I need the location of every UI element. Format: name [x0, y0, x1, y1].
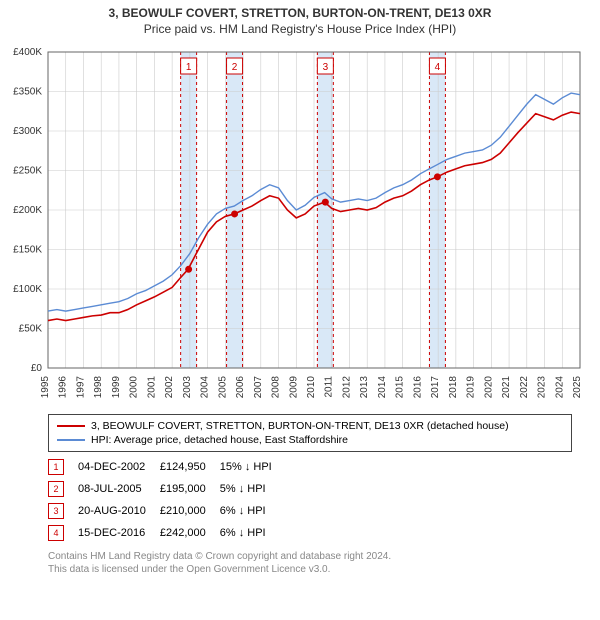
sale-price: £124,950	[160, 456, 220, 478]
legend-row: HPI: Average price, detached house, East…	[57, 433, 563, 447]
page-title: 3, BEOWULF COVERT, STRETTON, BURTON-ON-T…	[10, 6, 590, 20]
sale-date: 08-JUL-2005	[78, 478, 160, 500]
sale-date: 15-DEC-2016	[78, 522, 160, 544]
svg-text:2019: 2019	[466, 376, 477, 399]
svg-text:2025: 2025	[572, 376, 583, 399]
svg-text:£100K: £100K	[13, 284, 42, 295]
svg-text:2010: 2010	[306, 376, 317, 399]
svg-text:£50K: £50K	[19, 324, 43, 335]
table-row: 1 04-DEC-2002£124,95015% ↓ HPI	[48, 456, 286, 478]
svg-text:2: 2	[232, 62, 238, 73]
svg-text:2017: 2017	[430, 376, 441, 399]
svg-text:2018: 2018	[448, 376, 459, 399]
sale-delta: 6% ↓ HPI	[220, 522, 286, 544]
svg-text:1999: 1999	[111, 376, 122, 399]
svg-text:2004: 2004	[200, 376, 211, 399]
svg-text:2003: 2003	[182, 376, 193, 399]
svg-text:2016: 2016	[412, 376, 423, 399]
svg-text:2002: 2002	[164, 376, 175, 399]
sales-table: 1 04-DEC-2002£124,95015% ↓ HPI 2 08-JUL-200…	[48, 456, 286, 544]
svg-text:1995: 1995	[40, 376, 51, 399]
svg-text:1998: 1998	[93, 376, 104, 399]
svg-text:2015: 2015	[395, 376, 406, 399]
sale-marker-icon: 1	[48, 459, 64, 475]
sale-marker-icon: 3	[48, 503, 64, 519]
svg-text:3: 3	[323, 62, 329, 73]
sale-price: £242,000	[160, 522, 220, 544]
svg-text:2011: 2011	[324, 376, 335, 398]
table-row: 3 20-AUG-2010£210,0006% ↓ HPI	[48, 500, 286, 522]
sale-delta: 5% ↓ HPI	[220, 478, 286, 500]
svg-text:2020: 2020	[483, 376, 494, 399]
svg-text:2012: 2012	[341, 376, 352, 399]
svg-text:2024: 2024	[554, 376, 565, 399]
svg-text:2000: 2000	[129, 376, 140, 399]
sale-marker-icon: 4	[48, 525, 64, 541]
svg-text:2007: 2007	[253, 376, 264, 399]
table-row: 4 15-DEC-2016£242,0006% ↓ HPI	[48, 522, 286, 544]
sale-delta: 15% ↓ HPI	[220, 456, 286, 478]
legend-label: 3, BEOWULF COVERT, STRETTON, BURTON-ON-T…	[91, 420, 509, 432]
svg-text:2001: 2001	[146, 376, 157, 399]
svg-text:£250K: £250K	[13, 166, 42, 177]
svg-text:£150K: £150K	[13, 245, 42, 256]
legend-swatch	[57, 439, 85, 441]
svg-text:1997: 1997	[75, 376, 86, 399]
svg-text:£0: £0	[31, 363, 43, 374]
svg-text:1996: 1996	[58, 376, 69, 399]
table-row: 2 08-JUL-2005£195,0005% ↓ HPI	[48, 478, 286, 500]
svg-text:£350K: £350K	[13, 87, 42, 98]
legend-row: 3, BEOWULF COVERT, STRETTON, BURTON-ON-T…	[57, 419, 563, 433]
svg-text:2009: 2009	[288, 376, 299, 399]
sale-price: £210,000	[160, 500, 220, 522]
svg-text:2021: 2021	[501, 376, 512, 399]
svg-text:1: 1	[186, 62, 192, 73]
legend-label: HPI: Average price, detached house, East…	[91, 434, 348, 446]
svg-text:£300K: £300K	[13, 126, 42, 137]
svg-text:2022: 2022	[519, 376, 530, 399]
svg-text:2013: 2013	[359, 376, 370, 399]
sale-date: 04-DEC-2002	[78, 456, 160, 478]
sale-delta: 6% ↓ HPI	[220, 500, 286, 522]
svg-text:2023: 2023	[537, 376, 548, 399]
legend-swatch	[57, 425, 85, 427]
sale-price: £195,000	[160, 478, 220, 500]
svg-text:2006: 2006	[235, 376, 246, 399]
svg-text:2005: 2005	[217, 376, 228, 399]
page-subtitle: Price paid vs. HM Land Registry's House …	[10, 22, 590, 36]
sale-date: 20-AUG-2010	[78, 500, 160, 522]
svg-text:£200K: £200K	[13, 205, 42, 216]
sale-marker-icon: 2	[48, 481, 64, 497]
footer-attribution: Contains HM Land Registry data © Crown c…	[48, 550, 572, 576]
svg-text:2014: 2014	[377, 376, 388, 399]
legend: 3, BEOWULF COVERT, STRETTON, BURTON-ON-T…	[48, 414, 572, 452]
footer-line: This data is licensed under the Open Gov…	[48, 563, 572, 576]
svg-text:2008: 2008	[271, 376, 282, 399]
footer-line: Contains HM Land Registry data © Crown c…	[48, 550, 572, 563]
svg-text:4: 4	[435, 62, 441, 73]
price-chart: £0 £50K £100K £150K £200K £250K £300K £350K £400…	[0, 38, 600, 408]
svg-text:£400K: £400K	[13, 47, 42, 58]
